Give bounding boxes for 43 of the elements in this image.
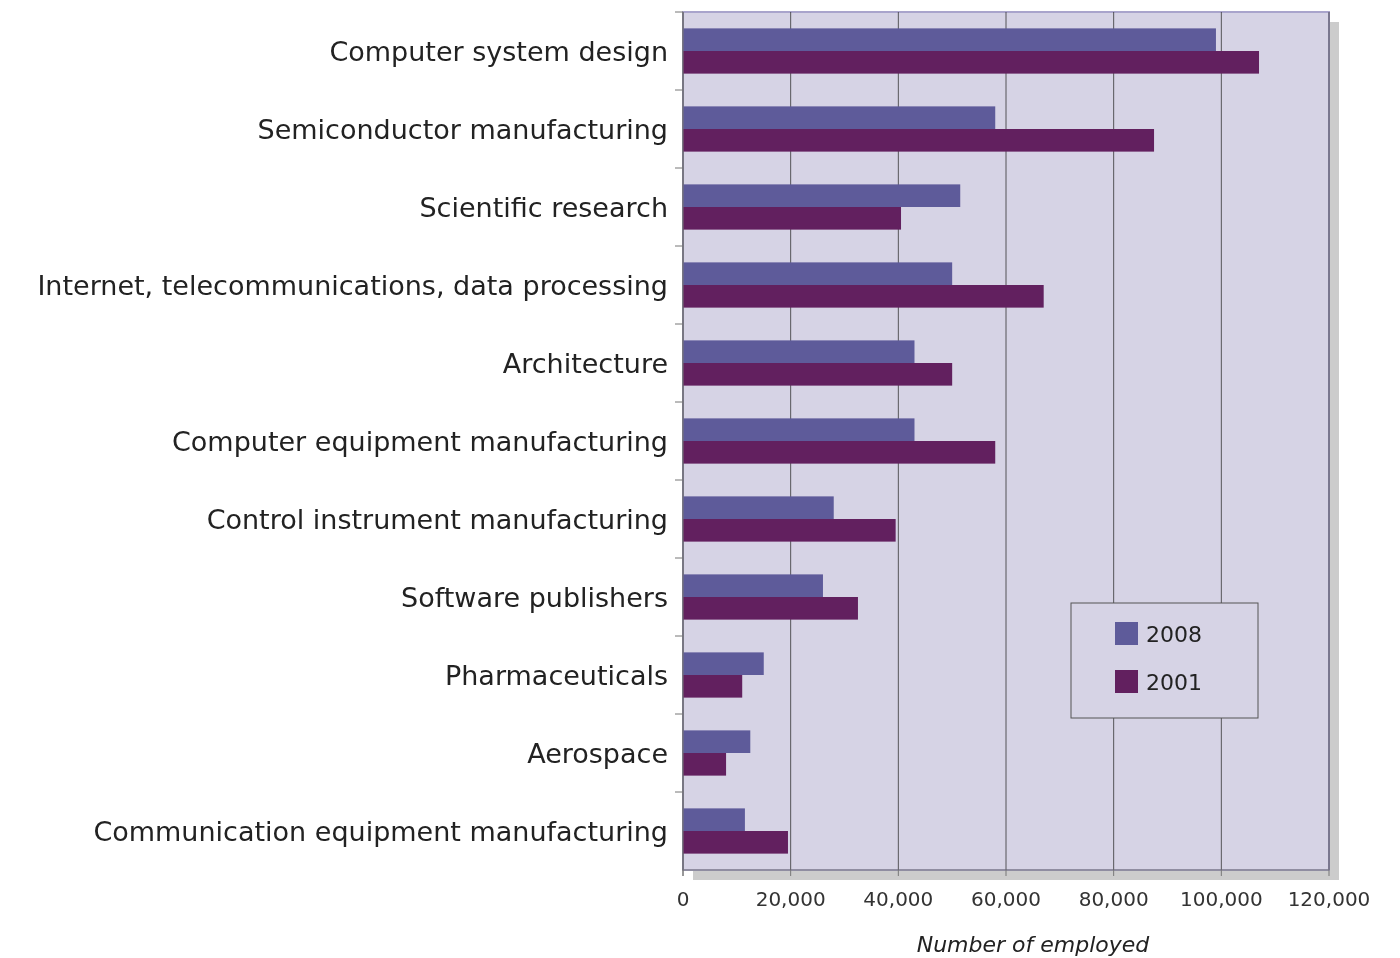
y-tick-label: Semiconductor manufacturing (257, 113, 668, 145)
y-tick-label: Aerospace (527, 737, 668, 769)
bar (683, 730, 751, 753)
y-tick-label: Control instrument manufacturing (206, 503, 668, 535)
bar (683, 129, 1155, 152)
x-tick-label: 20,000 (755, 887, 826, 911)
x-tick-label: 0 (676, 887, 690, 911)
x-axis-title: Number of employed (916, 932, 1151, 957)
y-tick-label: Pharmaceuticals (444, 659, 668, 691)
bar (683, 418, 915, 441)
y-tick-label: Computer system design (329, 35, 668, 67)
legend-label: 2001 (1146, 669, 1202, 695)
bar (683, 184, 961, 207)
y-tick-label: Computer equipment manufacturing (171, 425, 668, 457)
y-tick-label: Software publishers (401, 581, 668, 613)
bar (683, 262, 953, 285)
bar (683, 597, 858, 620)
bar (683, 207, 902, 230)
bar (683, 831, 788, 854)
y-tick-label: Architecture (502, 347, 668, 379)
bar (683, 363, 953, 386)
bar (683, 106, 996, 129)
bar (683, 574, 823, 597)
y-tick-label: Internet, telecommunications, data processing (37, 269, 668, 301)
legend-label: 2008 (1146, 621, 1202, 647)
bar (683, 340, 915, 363)
bar (683, 675, 743, 698)
bar (683, 753, 727, 776)
bar (683, 285, 1044, 308)
x-tick-label: 100,000 (1179, 887, 1263, 911)
bar (683, 496, 834, 519)
x-tick-label: 40,000 (863, 887, 934, 911)
bar (683, 51, 1260, 74)
bar (683, 652, 764, 675)
x-tick-label: 80,000 (1078, 887, 1149, 911)
bar (683, 519, 896, 542)
x-tick-label: 60,000 (971, 887, 1041, 911)
bar (683, 28, 1216, 51)
y-tick-label: Scientific research (419, 191, 668, 223)
bar (683, 441, 996, 464)
y-tick-label: Communication equipment manufacturing (93, 815, 668, 847)
bar (683, 808, 745, 831)
x-tick-label: 120,000 (1287, 887, 1371, 911)
